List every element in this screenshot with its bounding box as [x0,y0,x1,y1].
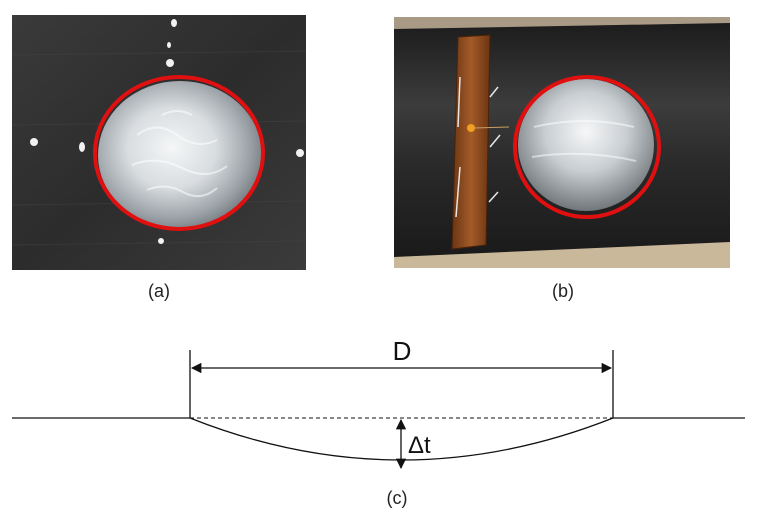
caption-c: (c) [386,488,408,508]
ground-metal-area [98,81,262,229]
photo-panel-a [12,15,306,270]
sensor-wire [473,126,510,129]
highlight-circle-b [513,75,661,219]
sensor-marker [467,124,475,132]
pipe-photo-b [394,17,730,268]
pipe-surface-photo-a [12,15,306,270]
band-drips [455,76,501,218]
ground-depth-schematic: D Δt [12,336,745,470]
ground-metal-area [518,79,654,211]
schematic-panel-c: D Δt [0,330,758,514]
caption-b: (b) [552,281,574,301]
wrap-band [451,34,491,250]
diameter-label: D [393,336,412,366]
grinding-marks [531,120,637,162]
grinding-marks [131,110,228,198]
photo-panel-b [394,17,730,268]
highlight-circle-a [93,75,265,231]
depth-label: Δt [408,432,431,459]
paint-marks [30,19,304,244]
caption-a: (a) [148,281,170,301]
